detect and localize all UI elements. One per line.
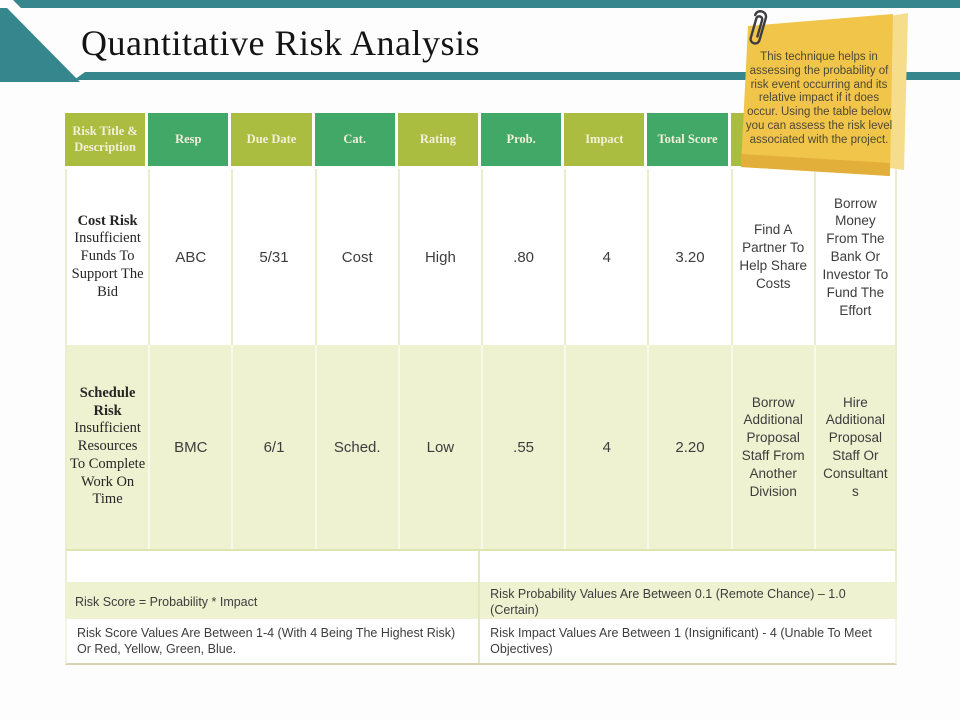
cell-rating: Low	[397, 345, 481, 549]
cell-impact: 4	[564, 169, 647, 345]
table-row-cost-risk: Cost Risk Insufficient Funds To Support …	[65, 166, 897, 345]
note-risk-score-formula: Risk Score = Probability * Impact	[65, 582, 481, 623]
cell-due-date: 5/31	[231, 169, 314, 345]
risk-name: Schedule Risk	[79, 385, 136, 419]
column-header-total-score: Total Score	[647, 113, 731, 166]
cell-action-1: Borrow Additional Proposal Staff From An…	[730, 345, 814, 549]
cell-due-date: 6/1	[231, 345, 314, 549]
note-impact-values: Risk Impact Values Are Between 1 (Insign…	[490, 625, 872, 656]
cell-action-1: Find A Partner To Help Share Costs	[730, 169, 814, 345]
risk-table: Risk Title & Description Resp Due Date C…	[65, 113, 897, 665]
table-row-schedule-risk: Schedule Risk Insufficient Resources To …	[65, 345, 897, 549]
cell-resp: ABC	[148, 169, 231, 345]
risk-name: Cost Risk	[77, 212, 138, 229]
cell-resp: BMC	[148, 345, 231, 549]
table-header-row: Risk Title & Description Resp Due Date C…	[65, 113, 897, 166]
cell-action-2: Hire Additional Proposal Staff Or Consul…	[813, 345, 897, 549]
risk-description: Insufficient Funds To Support The Bid	[71, 230, 144, 300]
column-header-hidden-1	[730, 113, 814, 166]
column-header-impact: Impact	[564, 113, 648, 166]
spacer-cell-right	[480, 551, 895, 582]
spacer-cell-left	[67, 551, 481, 582]
paperclip-icon	[749, 10, 768, 45]
cell-cat: Sched.	[314, 345, 398, 549]
table-note-row-1: Risk Score = Probability * Impact Risk P…	[65, 582, 897, 623]
risk-description: Insufficient Resources To Complete Work …	[70, 420, 146, 508]
cell-rating: High	[397, 169, 481, 345]
column-header-resp: Resp	[148, 113, 232, 166]
cell-total-score: 2.20	[647, 345, 730, 549]
title-underline	[74, 72, 960, 80]
cell-risk-title: Cost Risk Insufficient Funds To Support …	[65, 169, 148, 345]
column-header-hidden-2	[813, 113, 897, 166]
page-title: Quantitative Risk Analysis	[81, 23, 480, 63]
column-header-due-date: Due Date	[231, 113, 315, 166]
cell-prob: .55	[480, 345, 564, 549]
note-score-values: Risk Score Values Are Between 1-4 (With …	[67, 619, 481, 663]
cell-cat: Cost	[314, 169, 398, 345]
cell-total-score: 3.20	[647, 169, 730, 345]
cell-action-2: Borrow Money From The Bank Or Investor T…	[813, 169, 897, 345]
column-header-rating: Rating	[397, 113, 481, 166]
column-header-cat: Cat.	[314, 113, 398, 166]
note-probability-range: Risk Probability Values Are Between 0.1 …	[490, 587, 846, 618]
cell-risk-title: Schedule Risk Insufficient Resources To …	[65, 345, 148, 549]
cell-prob: .80	[480, 169, 564, 345]
cell-impact: 4	[564, 345, 647, 549]
top-accent-bar	[13, 0, 960, 8]
corner-accent-triangle	[0, 8, 80, 82]
column-header-risk-title: Risk Title & Description	[65, 113, 149, 166]
column-header-prob: Prob.	[480, 113, 565, 166]
table-spacer-row	[65, 549, 897, 582]
table-note-row-2: Risk Score Values Are Between 1-4 (With …	[65, 619, 897, 665]
